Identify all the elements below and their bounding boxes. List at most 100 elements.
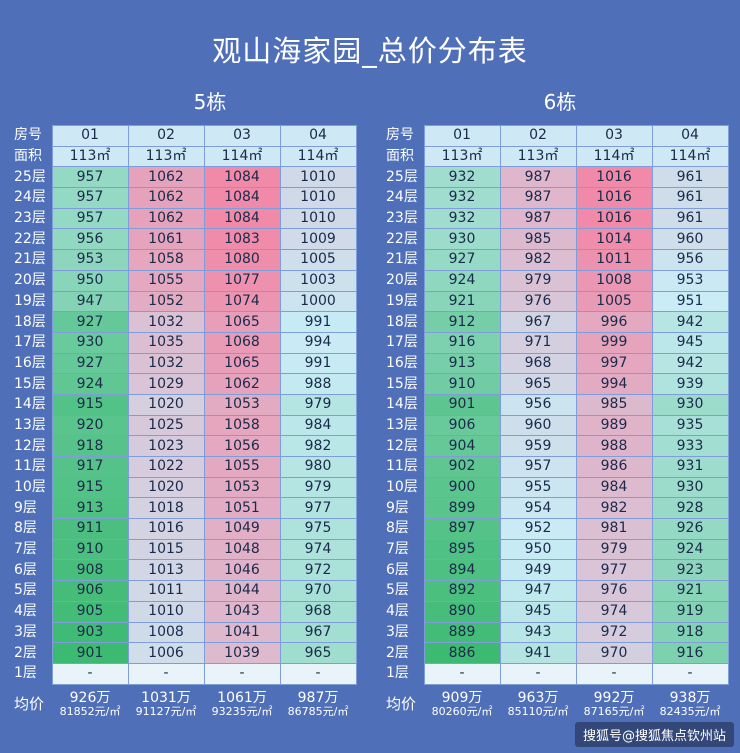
floor-row: 3层 889 943 972 918 [384, 621, 729, 644]
price-cell: 1049 [203, 518, 281, 540]
price-cell: 939 [651, 373, 729, 395]
floor-label: 24层 [384, 187, 424, 209]
price-cell: 988 [575, 435, 653, 457]
price-cell: 960 [499, 414, 577, 437]
price-cell: 987 [499, 187, 577, 209]
average-unit-price: 91127元/㎡ [135, 704, 197, 718]
floor-label: 15层 [384, 373, 424, 395]
price-cell: 1061 [127, 228, 205, 251]
price-cell: - [127, 662, 205, 685]
average-total-price: 1031万 [141, 689, 191, 706]
price-cell: 986 [575, 456, 653, 478]
price-cell: 1032 [127, 311, 205, 333]
floor-row: 20层 950 1055 1077 1003 [12, 269, 357, 292]
price-cell: 988 [279, 373, 357, 395]
floor-row: 4层 905 1010 1043 968 [12, 600, 357, 623]
floor-label: 20层 [12, 270, 52, 291]
price-cell: 905 [51, 600, 129, 623]
floor-label: 23层 [384, 208, 424, 229]
price-cell: 1044 [203, 580, 281, 602]
average-total-price: 926万 [69, 689, 111, 706]
floor-row: 1层 - - - - [384, 662, 729, 685]
price-cell: 1020 [127, 393, 205, 416]
price-cell: 979 [279, 393, 357, 416]
floor-row: 9层 913 1018 1051 977 [12, 497, 357, 520]
floor-row: 22层 956 1061 1083 1009 [12, 228, 357, 251]
price-cell: 886 [423, 642, 501, 664]
price-cell: 949 [499, 559, 577, 582]
floor-row: 18层 927 1032 1065 991 [12, 311, 357, 333]
price-cell: 906 [51, 580, 129, 602]
price-cell: 904 [423, 435, 501, 457]
price-cell: 956 [51, 228, 129, 251]
floor-label: 25层 [12, 166, 52, 188]
price-cell: 894 [423, 559, 501, 582]
price-cell: 979 [575, 538, 653, 561]
floor-label: 4层 [384, 601, 424, 622]
price-cell: 984 [279, 414, 357, 437]
floor-row: 11层 917 1022 1055 980 [12, 456, 357, 478]
price-cell: 1062 [203, 373, 281, 395]
room-number: 02 [127, 125, 205, 147]
area-header-row: 面积 113㎡ 113㎡ 114㎡ 114㎡ [12, 145, 357, 168]
price-cell: 1035 [127, 331, 205, 354]
average-total-price: 987万 [297, 689, 339, 706]
price-cell: 928 [651, 497, 729, 520]
area-header-label: 面积 [12, 146, 52, 167]
price-cell: 982 [279, 435, 357, 457]
price-cell: 972 [575, 621, 653, 644]
price-cell: 945 [651, 331, 729, 354]
price-cell: 901 [423, 393, 501, 416]
floor-row: 22层 930 985 1014 960 [384, 228, 729, 251]
price-cell: 952 [499, 518, 577, 540]
price-cell: 945 [499, 600, 577, 623]
price-cell: 957 [51, 207, 129, 230]
price-cell: 1068 [203, 331, 281, 354]
price-cell: 1013 [127, 559, 205, 582]
price-cell: 889 [423, 621, 501, 644]
price-cell: 899 [423, 497, 501, 520]
floor-row: 5层 906 1011 1044 970 [12, 580, 357, 602]
average-unit-price: 86785元/㎡ [287, 704, 349, 718]
price-cell: 985 [575, 393, 653, 416]
average-total-price: 1061万 [217, 689, 267, 706]
price-cell: 930 [651, 476, 729, 499]
floor-label: 23层 [12, 208, 52, 229]
price-cell: 943 [499, 621, 577, 644]
price-cell: 927 [423, 249, 501, 271]
room-header-row: 房号 01 02 03 04 [384, 125, 729, 147]
floor-label: 12层 [384, 435, 424, 457]
floor-label: 8层 [384, 518, 424, 540]
price-cell: 941 [499, 642, 577, 664]
floor-label: 12层 [12, 435, 52, 457]
average-cell: 1031万 91127元/㎡ [128, 684, 204, 725]
floor-label: 17层 [12, 332, 52, 354]
price-cell: 959 [499, 435, 577, 457]
price-cell: 1041 [203, 621, 281, 644]
floor-row: 24层 932 987 1016 961 [384, 187, 729, 209]
price-cell: 1083 [203, 228, 281, 251]
floor-label: 13层 [384, 415, 424, 436]
average-total-price: 963万 [517, 689, 559, 706]
average-cell: 992万 87165元/㎡ [576, 684, 652, 725]
price-cell: 1062 [127, 187, 205, 209]
price-cell: 970 [279, 580, 357, 602]
price-cell: 997 [575, 352, 653, 375]
price-cell: 890 [423, 600, 501, 623]
price-cell: 913 [423, 352, 501, 375]
floor-label: 21层 [384, 249, 424, 271]
price-cell: 971 [499, 331, 577, 354]
floor-label: 21层 [12, 249, 52, 271]
average-cell: 1061万 93235元/㎡ [204, 684, 280, 725]
price-cell: 923 [651, 559, 729, 582]
price-cell: 1080 [203, 249, 281, 271]
floor-label: 14层 [12, 394, 52, 416]
floor-row: 9层 899 954 982 928 [384, 497, 729, 520]
floor-row: 14层 915 1020 1053 979 [12, 393, 357, 416]
floor-row: 21层 927 982 1011 956 [384, 249, 729, 271]
price-cell: 984 [575, 476, 653, 499]
price-cell: 991 [279, 311, 357, 333]
floor-label: 3层 [12, 622, 52, 643]
price-cell: 961 [651, 166, 729, 189]
floor-row: 13层 920 1025 1058 984 [12, 414, 357, 437]
